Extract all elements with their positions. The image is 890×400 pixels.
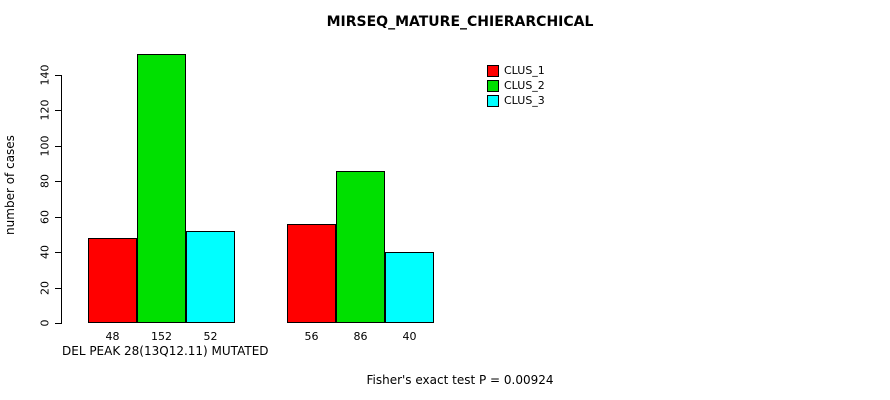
y-axis-line	[61, 75, 62, 324]
bar-clus_3-group-1	[186, 230, 235, 323]
bar-value-label: 52	[203, 330, 218, 343]
legend-item-clus_1: CLUS_1	[487, 63, 545, 78]
legend-swatch-icon	[487, 94, 499, 107]
bar-value-label: 48	[105, 330, 120, 343]
y-tick	[55, 287, 61, 289]
y-tick-label: 80	[38, 174, 52, 189]
y-tick-label: 40	[38, 245, 52, 260]
bar-clus_2-group-1	[137, 53, 186, 323]
legend-label: CLUS_2	[504, 79, 545, 92]
y-tick	[55, 75, 61, 76]
legend-item-clus_3: CLUS_3	[487, 93, 545, 108]
bar-clus_1-group-2	[287, 223, 336, 323]
legend-swatch-icon	[487, 64, 499, 77]
legend-label: CLUS_1	[504, 64, 545, 77]
bar-value-label: 152	[151, 330, 172, 343]
y-tick	[55, 145, 61, 147]
bar-value-label: 86	[353, 330, 368, 343]
y-tick	[55, 181, 61, 183]
y-tick-label: 120	[38, 99, 52, 121]
bar-clus_1-group-1	[88, 237, 137, 323]
y-tick	[55, 252, 61, 254]
legend-item-clus_2: CLUS_2	[487, 78, 545, 93]
footnote-pvalue: Fisher's exact test P = 0.00924	[366, 373, 554, 387]
bar-clus_3-group-2	[385, 252, 434, 323]
x-axis-label: DEL PEAK 28(13Q12.11) MUTATED	[62, 344, 269, 358]
y-tick-label: 100	[38, 135, 52, 157]
y-tick-label: 60	[38, 209, 52, 224]
legend: CLUS_1 CLUS_2 CLUS_3	[487, 63, 545, 108]
y-tick	[55, 216, 61, 218]
y-tick-label: 140	[38, 64, 52, 86]
legend-label: CLUS_3	[504, 94, 545, 107]
chart-title: MIRSEQ_MATURE_CHIERARCHICAL	[326, 14, 594, 30]
legend-swatch-icon	[487, 79, 499, 92]
bar-value-label: 40	[402, 330, 417, 343]
bar-value-label: 56	[304, 330, 319, 343]
y-tick	[55, 323, 61, 324]
y-tick-label: 20	[38, 280, 52, 295]
y-tick-label: 0	[38, 319, 52, 327]
y-tick	[55, 110, 61, 112]
bar-clus_2-group-2	[336, 170, 385, 323]
y-axis-label: number of cases	[3, 135, 17, 235]
